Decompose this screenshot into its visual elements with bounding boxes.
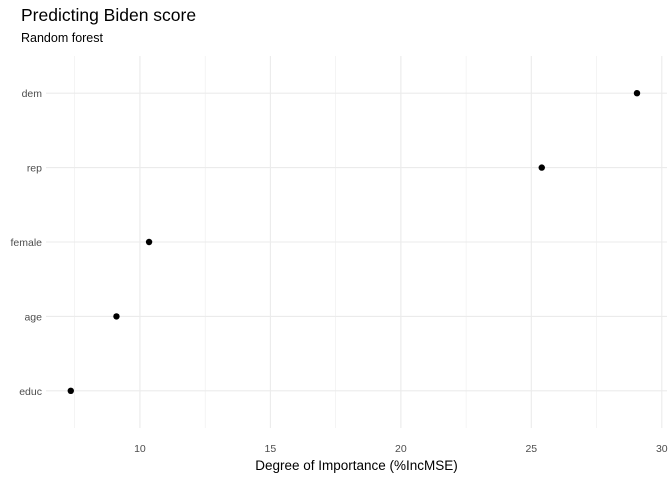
y-tick-label: female: [10, 237, 42, 249]
y-tick-label: rep: [27, 163, 42, 175]
y-tick-label: dem: [22, 88, 43, 100]
data-point-educ: [67, 387, 74, 394]
x-tick-label: 15: [265, 443, 277, 455]
data-point-female: [145, 238, 153, 246]
x-axis-tick-labels: 10 15 20 25 30: [134, 443, 668, 455]
x-tick-label: 20: [395, 443, 407, 455]
y-tick-label: age: [24, 311, 42, 323]
data-point-age: [113, 313, 120, 320]
x-tick-label: 25: [525, 443, 537, 455]
data-points: [67, 90, 641, 394]
chart-subtitle: Random forest: [21, 31, 104, 45]
x-axis-title: Degree of Importance (%IncMSE): [255, 458, 458, 473]
y-tick-label: educ: [19, 386, 42, 398]
grid-layer: [46, 56, 667, 428]
data-point-dem: [633, 90, 641, 97]
y-axis-tick-labels: dem rep female age educ: [10, 88, 42, 398]
data-point-rep: [538, 164, 545, 171]
x-tick-label: 30: [656, 443, 668, 455]
x-tick-label: 10: [134, 443, 146, 455]
chart-title: Predicting Biden score: [21, 5, 196, 25]
